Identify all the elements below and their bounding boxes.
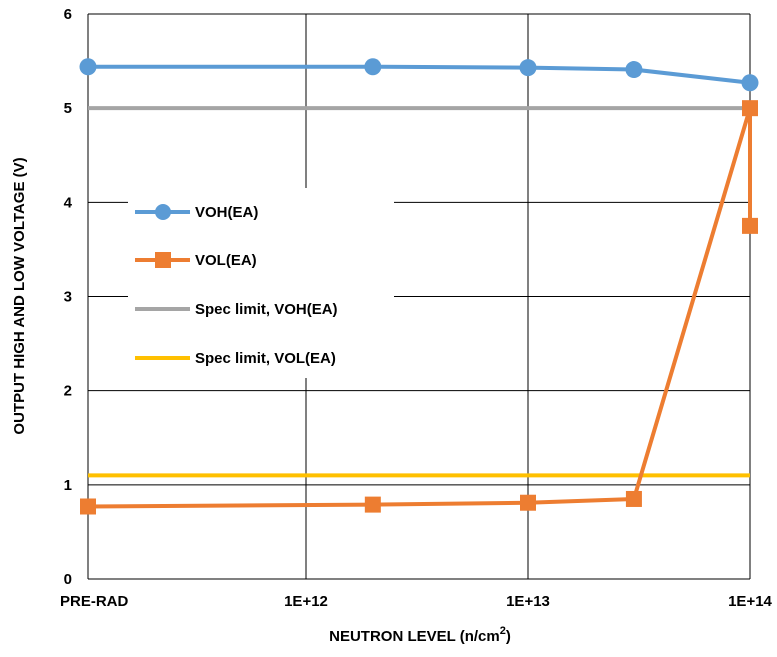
x-tick-label: 1E+13 — [506, 593, 550, 610]
data-point-vol — [80, 498, 96, 515]
data-point-vol — [364, 496, 381, 513]
y-tick-label: 2 — [64, 383, 72, 400]
legend-marker-circle — [155, 204, 171, 220]
series-markers — [79, 58, 759, 515]
data-point-vol — [742, 217, 758, 234]
y-tick-label: 4 — [64, 194, 73, 211]
x-tick-label: 1E+14 — [728, 593, 772, 610]
data-point-vol — [742, 100, 758, 117]
legend-label: VOH(EA) — [195, 204, 258, 221]
legend-label: Spec limit, VOL(EA) — [195, 350, 336, 367]
x-axis-title-close: ) — [506, 628, 511, 645]
x-axis-title-main: NEUTRON LEVEL (n/cm — [329, 628, 500, 645]
y-tick-label: 0 — [64, 571, 72, 588]
x-tick-label: 1E+12 — [284, 593, 328, 610]
x-axis-title-sup: 2 — [500, 625, 506, 637]
y-tick-labels: 0 1 2 3 4 5 6 — [64, 6, 73, 588]
x-axis-title: NEUTRON LEVEL (n/cm2) — [329, 625, 511, 645]
x-tick-labels: PRE-RAD 1E+12 1E+13 1E+14 — [60, 593, 773, 610]
legend: VOH(EA) VOL(EA) Spec limit, VOH(EA) Spec li… — [128, 188, 394, 378]
data-point-voh — [741, 74, 759, 92]
data-point-voh — [79, 58, 97, 76]
data-point-voh — [625, 61, 643, 79]
y-tick-label: 1 — [64, 477, 72, 494]
legend-marker-square — [155, 252, 171, 268]
data-point-vol — [520, 494, 536, 511]
y-tick-label: 5 — [64, 100, 72, 117]
legend-label: Spec limit, VOH(EA) — [195, 301, 338, 318]
data-point-voh — [364, 58, 382, 76]
x-tick-label: PRE-RAD — [60, 593, 129, 610]
legend-background — [128, 188, 394, 378]
data-point-voh — [519, 59, 537, 77]
y-axis-title: OUTPUT HIGH AND LOW VOLTAGE (V) — [11, 157, 28, 434]
y-tick-label: 3 — [64, 289, 72, 306]
series-line — [87, 106, 752, 509]
data-point-vol — [625, 490, 642, 507]
legend-label: VOL(EA) — [195, 252, 257, 269]
y-tick-label: 6 — [64, 6, 72, 23]
